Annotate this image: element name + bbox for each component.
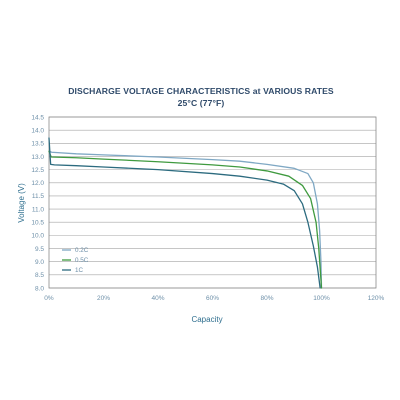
x-tick-label: 80% — [260, 295, 273, 302]
y-tick-label: 10.5 — [31, 220, 44, 227]
y-tick-label: 14.5 — [31, 114, 44, 121]
y-tick-label: 8.0 — [35, 285, 44, 292]
y-tick-label: 10.0 — [31, 233, 44, 240]
series-line-1c — [48, 137, 321, 289]
x-tick-label: 20% — [97, 295, 110, 302]
y-tick-label: 13.5 — [31, 141, 44, 148]
y-tick-label: 11.0 — [32, 206, 45, 213]
grid-lines — [48, 116, 377, 289]
x-axis-ticks: 0% 20% 40% 60% 80% 100% 120% — [44, 295, 384, 302]
y-tick-label: 11.5 — [32, 193, 45, 200]
y-axis-label: Voltage (V) — [17, 183, 26, 223]
plot-frame — [48, 116, 377, 289]
x-tick-label: 100% — [313, 295, 330, 302]
y-tick-label: 13.0 — [31, 154, 44, 161]
y-tick-label: 12.0 — [31, 180, 44, 187]
y-tick-label: 14.0 — [31, 127, 44, 134]
series-lines — [48, 137, 323, 289]
x-axis-label: Capacity — [191, 315, 222, 324]
x-tick-label: 120% — [368, 295, 385, 302]
chart-title: DISCHARGE VOLTAGE CHARACTERISTICS at VAR… — [68, 86, 334, 96]
legend-label: 1C — [75, 267, 84, 274]
x-tick-label: 40% — [151, 295, 164, 302]
y-tick-label: 8.5 — [35, 272, 44, 279]
x-tick-label: 0% — [44, 295, 54, 302]
y-axis-ticks: 14.5 14.0 13.5 13.0 12.5 12.0 11.5 11.0 10.5 10.0… — [31, 114, 44, 292]
series-line-0-5c — [48, 150, 323, 289]
chart-subtitle: 25°C (77°F) — [178, 98, 225, 108]
x-tick-label: 60% — [206, 295, 219, 302]
series-line-0-2c — [48, 150, 323, 289]
y-tick-label: 9.5 — [35, 246, 44, 253]
legend-label: 0.2C — [75, 247, 89, 254]
legend-label: 0.5C — [75, 257, 89, 264]
y-tick-label: 9.0 — [35, 259, 44, 266]
legend: 0.2C 0.5C 1C — [62, 247, 89, 274]
y-tick-label: 12.5 — [31, 167, 44, 174]
